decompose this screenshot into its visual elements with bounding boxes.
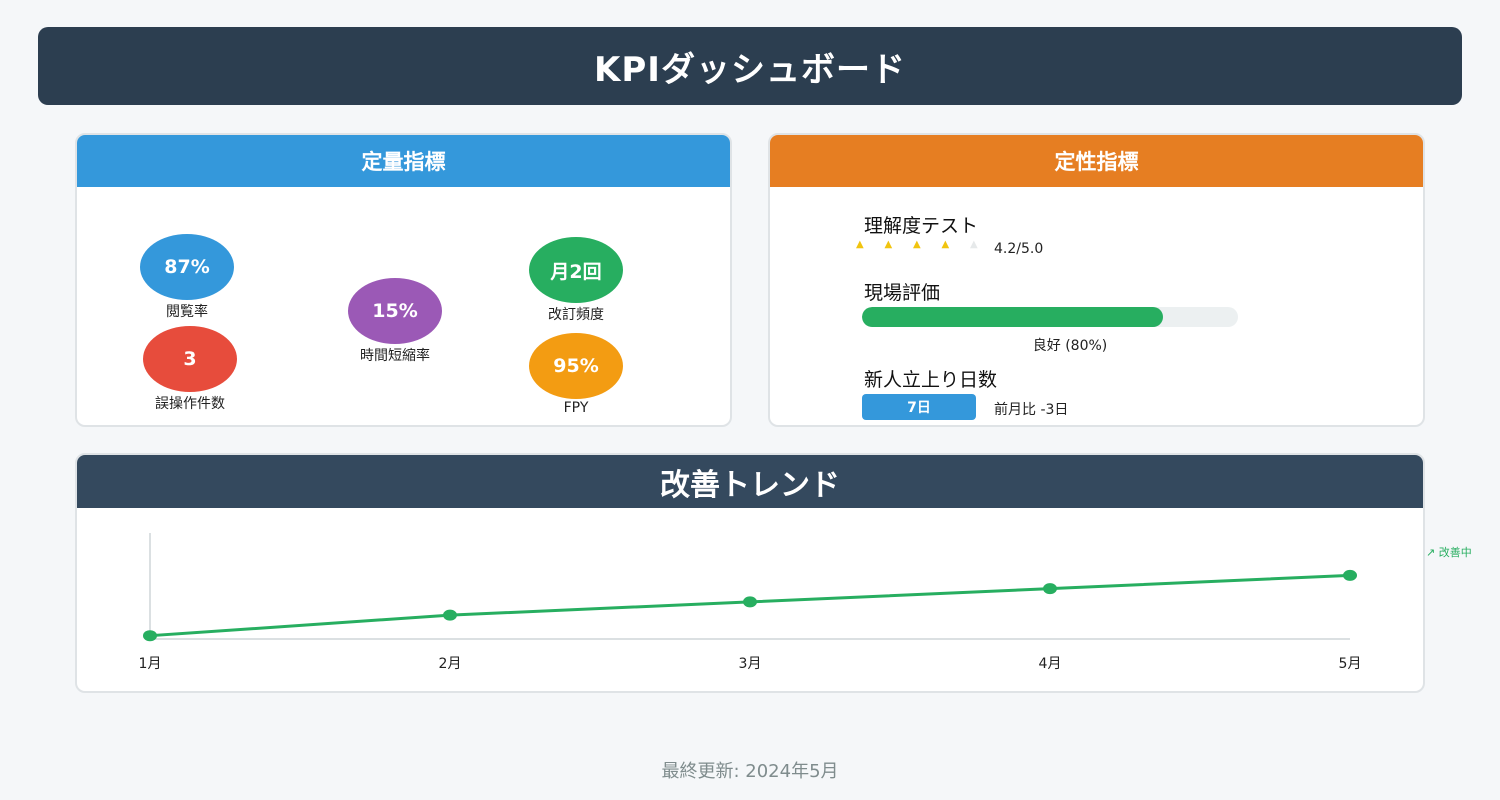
trend-panel: 改善トレンド (75, 453, 1425, 693)
metric-label: 誤操作件数 (155, 396, 225, 412)
understanding-test-label: 理解度テスト (864, 215, 979, 237)
x-tick-label: 5月 (1339, 656, 1362, 672)
rating-star: ▲ (884, 239, 893, 250)
trend-title: 改善トレンド (77, 455, 1423, 508)
rating-star: ▲ (941, 239, 950, 250)
understanding-score: 4.2/5.0 (994, 241, 1044, 257)
metric-label: FPY (563, 400, 589, 416)
metric-revision-frequency: 月2回 改訂頻度 (529, 237, 623, 324)
trend-status-note: ↗ 改善中 (1426, 546, 1472, 559)
quantitative-panel: 定量指標 87% 閲覧率 3 誤操作件数 15% 時間短縮率 月2回 改訂頻度 … (75, 133, 732, 427)
x-tick-label: 4月 (1039, 656, 1062, 672)
metric-bubble: 3 (143, 326, 237, 392)
onboarding-days-badge: 7日 (862, 394, 976, 420)
metric-bubble: 87% (140, 234, 234, 300)
metric-view-rate: 87% 閲覧率 (140, 234, 234, 321)
rating-star: ▲ (970, 239, 978, 250)
metric-fpy: 95% FPY (529, 333, 623, 416)
dashboard-title: KPIダッシュボード (594, 49, 906, 90)
data-point (743, 596, 757, 608)
metric-bubble: 95% (529, 333, 623, 399)
dashboard-header: KPIダッシュボード (38, 27, 1462, 105)
field-evaluation-fill (862, 307, 1163, 327)
x-tick-label: 1月 (139, 656, 162, 672)
metric-label: 閲覧率 (166, 304, 208, 320)
x-tick-label: 3月 (739, 656, 762, 672)
metric-error-count: 3 誤操作件数 (143, 326, 237, 413)
data-point (1043, 583, 1057, 595)
quantitative-title: 定量指標 (77, 135, 730, 187)
data-point (143, 630, 157, 642)
field-evaluation-label: 現場評価 (864, 282, 941, 304)
qualitative-panel: 定性指標 理解度テスト ▲ ▲ ▲ ▲ ▲ 4.2/5.0 現場評価 良好 (80%) … (768, 133, 1425, 427)
qualitative-title: 定性指標 (770, 135, 1423, 187)
field-evaluation-bar (862, 307, 1238, 327)
metric-label: 改訂頻度 (548, 307, 604, 323)
onboarding-days-note: 前月比 -3日 (994, 402, 1069, 418)
field-evaluation-text: 良好 (80%) (1032, 338, 1108, 354)
data-point (443, 609, 457, 621)
x-tick-label: 2月 (439, 656, 462, 672)
rating-star: ▲ (913, 239, 921, 250)
metric-label: 時間短縮率 (360, 348, 430, 364)
last-updated: 最終更新: 2024年5月 (661, 761, 839, 782)
onboarding-days-label: 新人立上り日数 (864, 369, 998, 391)
rating-stars: ▲ ▲ ▲ ▲ ▲ (856, 239, 999, 250)
metric-bubble: 月2回 (529, 237, 623, 303)
metric-time-reduction: 15% 時間短縮率 (348, 278, 442, 365)
metric-bubble: 15% (348, 278, 442, 344)
rating-star: ▲ (856, 239, 864, 250)
data-point (1343, 569, 1357, 581)
